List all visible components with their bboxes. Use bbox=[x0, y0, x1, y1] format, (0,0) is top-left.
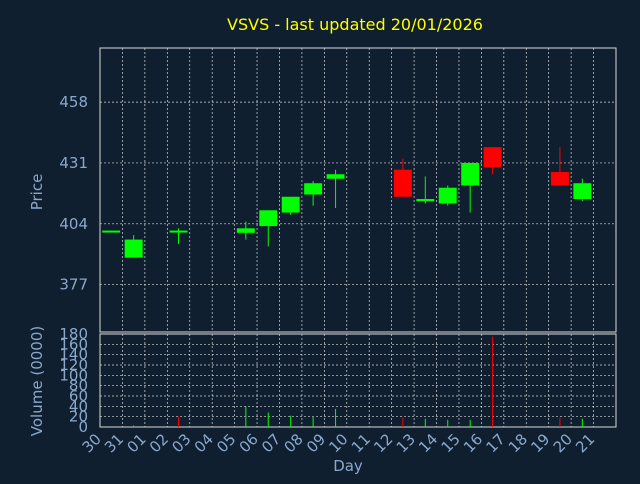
candle-13 bbox=[416, 176, 435, 204]
volume-grid bbox=[99, 333, 617, 428]
x-axis-label: Day bbox=[333, 457, 363, 475]
candle-body bbox=[393, 169, 412, 197]
candle-06 bbox=[259, 210, 278, 247]
price-tick-label: 377 bbox=[59, 276, 88, 294]
candle-07 bbox=[281, 196, 300, 215]
x-tick-label: 21 bbox=[572, 430, 598, 456]
price-tick-labels: 377 404 431 458 bbox=[59, 93, 88, 294]
volume-panel-frame bbox=[99, 333, 617, 428]
candle-body bbox=[102, 230, 121, 233]
volume-tick-label: 140 bbox=[59, 346, 88, 364]
candle-20 bbox=[573, 178, 592, 202]
candle-31 bbox=[124, 235, 143, 258]
volume-tick-label: 160 bbox=[59, 335, 88, 353]
price-candles bbox=[102, 147, 592, 258]
candle-05 bbox=[236, 221, 255, 240]
volume-tick-label: 40 bbox=[69, 397, 88, 415]
price-grid bbox=[99, 47, 617, 333]
candle-body bbox=[326, 174, 345, 179]
candle-09 bbox=[326, 169, 345, 209]
chart-title: VSVS - last updated 20/01/2026 bbox=[227, 15, 483, 34]
volume-tick-label: 20 bbox=[69, 408, 88, 426]
price-tick-label: 431 bbox=[59, 154, 88, 172]
candle-body bbox=[573, 183, 592, 200]
x-tick-labels: 3031010203040506070809101112131415161718… bbox=[79, 430, 599, 456]
candle-body bbox=[416, 199, 435, 202]
candle-body bbox=[124, 239, 143, 258]
candle-16 bbox=[483, 147, 502, 175]
volume-tick-label: 100 bbox=[59, 366, 88, 384]
volume-tick-label: 180 bbox=[59, 325, 88, 343]
price-tick-label: 458 bbox=[59, 93, 88, 111]
candle-12 bbox=[393, 158, 412, 197]
candle-02 bbox=[169, 228, 188, 245]
candle-body bbox=[550, 171, 569, 186]
candle-14 bbox=[438, 185, 457, 206]
candle-15 bbox=[461, 162, 480, 213]
price-tick-label: 404 bbox=[59, 215, 88, 233]
candle-body bbox=[259, 210, 278, 227]
volume-bars bbox=[133, 336, 583, 427]
candle-body bbox=[438, 187, 457, 204]
candle-19 bbox=[550, 147, 569, 186]
candle-body bbox=[169, 230, 188, 233]
volume-tick-label: 60 bbox=[69, 387, 88, 405]
price-panel-frame bbox=[99, 47, 617, 333]
volume-tick-label: 80 bbox=[69, 377, 88, 395]
candle-body bbox=[281, 196, 300, 213]
candle-body bbox=[461, 162, 480, 186]
volume-axis-label: Volume (0000) bbox=[28, 326, 46, 436]
candle-body bbox=[483, 147, 502, 168]
candle-08 bbox=[304, 180, 323, 206]
candle-body bbox=[236, 228, 255, 233]
price-axis-label: Price bbox=[28, 174, 46, 211]
volume-tick-label: 0 bbox=[78, 418, 88, 436]
candle-body bbox=[304, 183, 323, 195]
candle-30 bbox=[102, 230, 121, 233]
volume-tick-label: 120 bbox=[59, 356, 88, 374]
